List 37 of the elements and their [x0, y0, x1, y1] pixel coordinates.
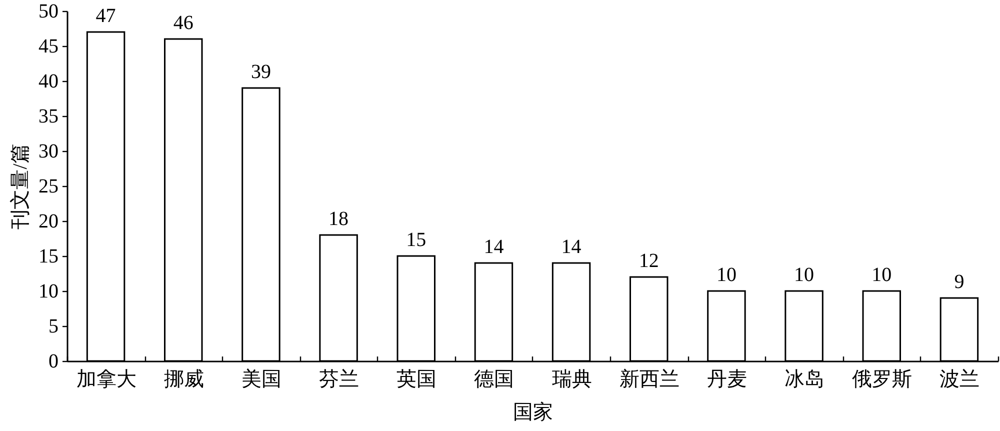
x-tick-label: 芬兰 [319, 368, 360, 390]
x-tick-label: 加拿大 [76, 368, 136, 390]
data-label: 18 [328, 208, 349, 230]
x-tick-label: 德国 [474, 368, 514, 390]
y-tick-label: 0 [48, 350, 58, 372]
y-tick-label: 20 [38, 210, 58, 232]
data-label: 12 [638, 250, 659, 272]
data-label: 10 [872, 264, 892, 286]
data-label: 15 [406, 229, 426, 251]
x-tick-label: 美国 [241, 368, 282, 390]
x-tick-label: 挪威 [164, 368, 204, 390]
data-label: 39 [250, 61, 271, 83]
y-tick-label: 25 [38, 176, 58, 198]
data-label: 14 [561, 236, 582, 258]
data-label: 10 [716, 264, 736, 286]
y-tick-label: 10 [38, 280, 58, 302]
data-label: 10 [794, 264, 814, 286]
x-tick-label: 英国 [396, 368, 437, 390]
y-tick-label: 35 [38, 106, 58, 128]
y-tick-label: 40 [38, 70, 58, 92]
data-label: 46 [173, 12, 194, 34]
data-label: 14 [484, 236, 504, 258]
y-tick-label: 45 [38, 36, 58, 58]
x-tick-label: 波兰 [940, 368, 980, 390]
y-tick-label: 15 [38, 246, 58, 268]
y-tick-label: 30 [38, 140, 58, 162]
data-label: 9 [954, 271, 964, 293]
y-axis-title: 刊文量/篇 [10, 144, 32, 230]
y-tick-label: 5 [48, 316, 58, 338]
x-tick-label: 新西兰 [619, 368, 680, 390]
x-tick-label: 丹麦 [706, 368, 747, 390]
x-tick-label: 冰岛 [784, 368, 825, 390]
x-tick-label: 瑞典 [552, 368, 592, 390]
y-tick-label: 50 [38, 0, 58, 22]
data-label: 47 [96, 5, 116, 27]
x-tick-label: 俄罗斯 [852, 368, 912, 390]
x-axis-title: 国家 [513, 402, 553, 424]
